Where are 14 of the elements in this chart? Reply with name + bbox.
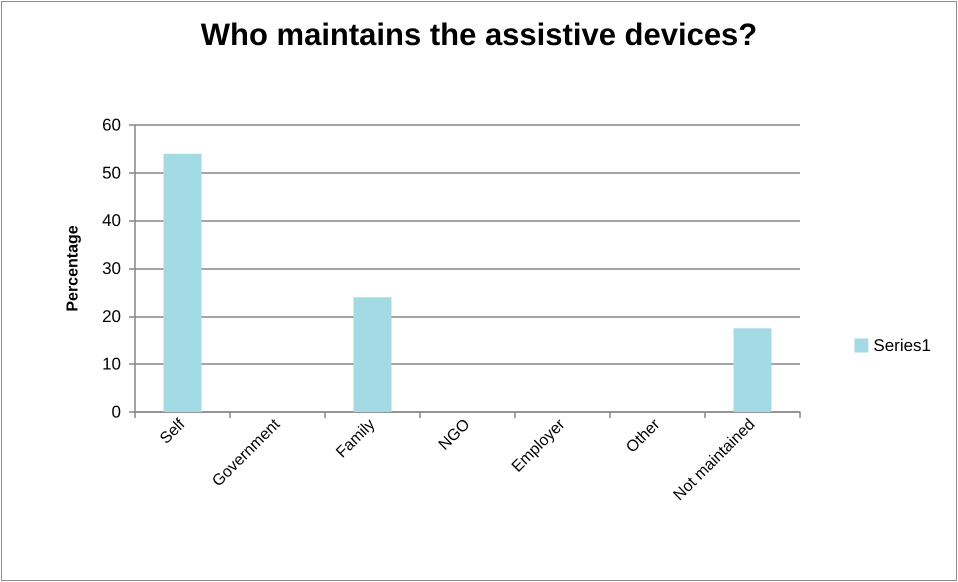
y-axis-title: Percentage <box>64 225 82 312</box>
bar <box>164 154 202 412</box>
bar <box>734 328 772 412</box>
y-tick-label: 30 <box>102 259 121 278</box>
y-tick-label: 10 <box>102 354 121 374</box>
y-tick-label: 50 <box>102 163 121 182</box>
y-tick-label: 40 <box>102 211 121 230</box>
x-tick-label: Self <box>157 416 189 448</box>
y-tick-label: 0 <box>112 402 121 422</box>
y-tick-label: 20 <box>102 306 121 326</box>
chart-title: Who maintains the assistive devices? <box>200 17 758 52</box>
bar <box>354 297 392 412</box>
y-tick-label: 60 <box>102 116 121 134</box>
legend-label: Series1 <box>873 336 931 355</box>
